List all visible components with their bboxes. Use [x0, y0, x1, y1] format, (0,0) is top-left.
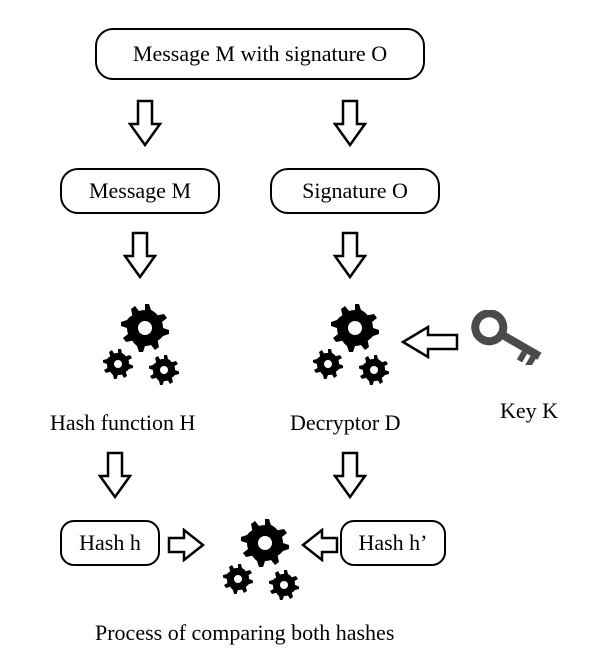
arrow-down-icon	[333, 450, 367, 500]
arrow-right-icon	[166, 528, 206, 562]
key-icon	[470, 310, 560, 365]
node-hash-h: Hash h	[60, 520, 160, 566]
label-compare: Process of comparing both hashes	[95, 620, 394, 646]
arrow-down-icon	[123, 230, 157, 280]
label-decryptor: Decryptor D	[290, 410, 401, 436]
label-hash-function: Hash function H	[50, 410, 195, 436]
node-signature-o: Signature O	[270, 168, 440, 214]
gears-icon	[90, 290, 200, 400]
arrow-down-icon	[98, 450, 132, 500]
node-message-with-signature: Message M with signature O	[95, 28, 425, 80]
node-message-m: Message M	[60, 168, 220, 214]
gears-icon	[210, 505, 320, 615]
node-hash-h-prime: Hash h’	[340, 520, 446, 566]
arrow-down-icon	[128, 98, 162, 148]
arrow-down-icon	[333, 98, 367, 148]
arrow-down-icon	[333, 230, 367, 280]
gears-icon	[300, 290, 410, 400]
label-key-k: Key K	[500, 398, 558, 424]
